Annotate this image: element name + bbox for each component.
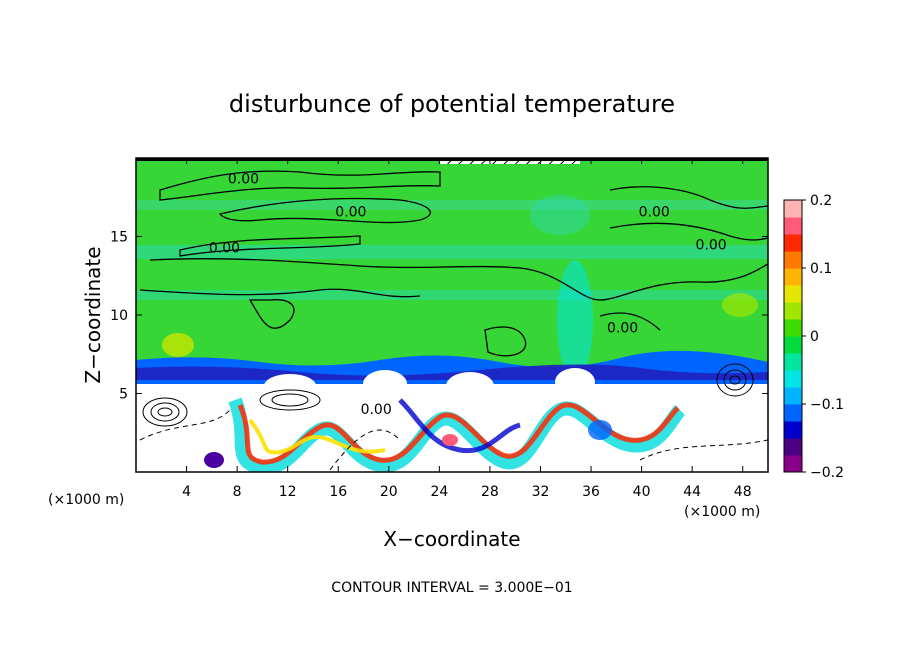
field-plume-top	[530, 195, 590, 235]
x-unit-left: (×1000 m)	[48, 492, 124, 508]
field-band-top	[136, 200, 768, 210]
contour-label: 0.00	[607, 321, 638, 337]
colorbar-ticks: 0.2 0.1 0 −0.1 −0.2	[802, 193, 844, 481]
colorbar-swatch	[784, 336, 802, 354]
contour-line-negative	[139, 409, 768, 471]
bump-2	[446, 372, 494, 400]
colorbar-tick-label: −0.1	[810, 397, 844, 413]
colorbar-swatch	[784, 302, 802, 320]
swirl-cluster-right	[716, 363, 754, 397]
colorbar-swatch	[784, 353, 802, 371]
x-tick-label: 32	[532, 484, 550, 500]
eddy-spot-purple	[204, 452, 224, 468]
colorbar-swatch	[784, 268, 802, 286]
field-warm-spot-left	[162, 333, 194, 357]
field-band-upper	[136, 245, 768, 259]
plot-area: 0.000.000.000.000.000.000.00 4 8 12 16 20 24 2…	[110, 157, 769, 500]
x-tick-label: 8	[233, 484, 242, 500]
contour-line	[218, 197, 432, 224]
eddy-band-blue	[398, 398, 521, 454]
colorbar-swatch	[784, 217, 802, 235]
x-axis: 4 8 12 16 20 24 28 32 36 40 44 48	[182, 158, 752, 500]
x-tick-label: 4	[182, 484, 191, 500]
y-tick-label: 10	[110, 308, 128, 324]
contour-label: 0.00	[639, 204, 670, 220]
colorbar-swatches	[784, 200, 802, 473]
x-tick-label: 20	[380, 484, 398, 500]
x-axis-label: X−coordinate	[383, 527, 520, 551]
contour-line	[159, 170, 441, 201]
swirl-cluster-left	[142, 397, 188, 427]
colorbar-tick-label: 0.2	[810, 193, 832, 209]
x-tick-label: 16	[329, 484, 347, 500]
contour-labels: 0.00 0.00 0.00 0.00 0.00 0.00 0.00	[209, 171, 727, 418]
colorbar-swatch	[784, 285, 802, 303]
x-tick-label: 44	[683, 484, 701, 500]
contour-label: 0.00	[696, 237, 727, 253]
top-contour-band	[136, 158, 768, 161]
contour-line	[609, 186, 768, 209]
colorbar-swatch	[784, 455, 802, 473]
field-plume-cyan	[557, 260, 593, 380]
swirl-cluster-mid	[259, 389, 321, 411]
contour-line	[149, 258, 768, 301]
contour-line	[248, 299, 295, 329]
contour-line	[179, 235, 361, 257]
colorbar-swatch	[784, 387, 802, 405]
colorbar-tick-label: −0.2	[810, 465, 844, 481]
y-tick-label: 5	[119, 387, 128, 403]
field-band-mid	[136, 290, 768, 300]
x-tick-label: 24	[430, 484, 448, 500]
contour-label: 0.00	[361, 402, 392, 418]
x-tick-label: 12	[279, 484, 297, 500]
x-unit-right: (×1000 m)	[684, 504, 760, 520]
y-tick-label: 15	[110, 230, 128, 246]
colorbar-swatch	[784, 438, 802, 456]
eddy-band-yellow	[248, 418, 386, 455]
chart-title: disturbunce of potential temperature	[229, 90, 675, 118]
x-tick-label: 28	[481, 484, 499, 500]
contour-label: 0.00	[228, 171, 259, 187]
contour-label: 0.00	[335, 204, 366, 220]
contour-line	[484, 326, 527, 357]
bump-1	[363, 370, 407, 398]
contour-line	[609, 222, 768, 241]
colorbar-swatch	[784, 319, 802, 337]
colorbar-swatch	[784, 370, 802, 388]
colorbar-swatch	[784, 200, 802, 218]
y-axis-label: Z−coordinate	[81, 246, 105, 383]
x-tick-label: 36	[582, 484, 600, 500]
field-warm-spot-right	[722, 293, 758, 317]
bump-4	[264, 374, 316, 398]
colorbar-swatch	[784, 234, 802, 252]
colorbar-swatch	[784, 404, 802, 422]
contour-interval-note: CONTOUR INTERVAL = 3.000E−01	[331, 580, 572, 596]
eddy-spot-blue	[588, 420, 612, 440]
contour-line	[139, 288, 421, 298]
colorbar-tick-label: 0.1	[810, 261, 832, 277]
colorbar-swatch	[784, 421, 802, 439]
x-tick-label: 48	[734, 484, 752, 500]
bump-3	[555, 368, 595, 396]
x-tick-label: 40	[633, 484, 651, 500]
colorbar-tick-label: 0	[810, 329, 819, 345]
y-axis: 5 10 15	[110, 230, 768, 403]
eddy-spot-pink	[442, 434, 458, 446]
contour-label: 0.00	[209, 240, 240, 256]
colorbar-swatch	[784, 251, 802, 269]
colorbar: 0.2 0.1 0 −0.1 −0.2	[783, 193, 844, 481]
contour-line	[599, 312, 661, 331]
